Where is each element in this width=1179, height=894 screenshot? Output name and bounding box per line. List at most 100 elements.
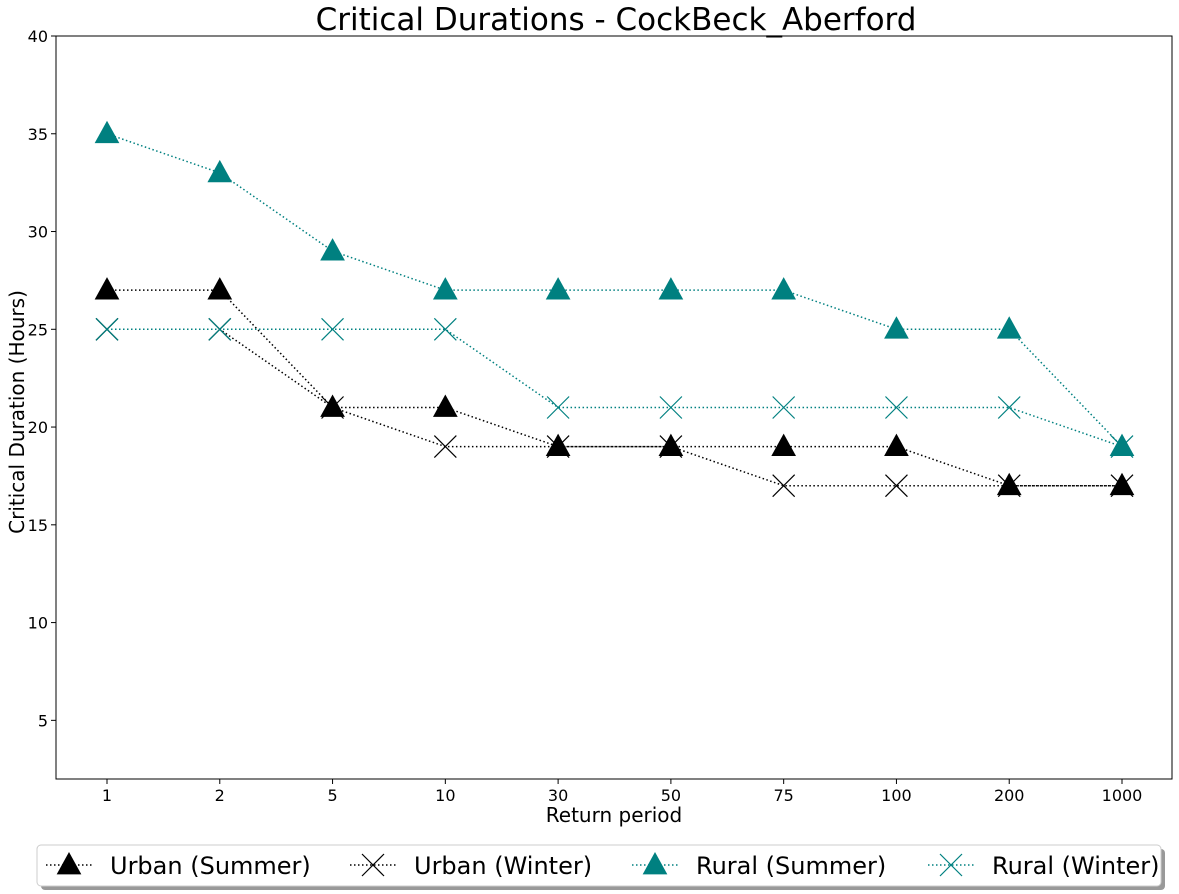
y-tick-label: 30 — [28, 223, 48, 242]
legend-label: Rural (Winter) — [992, 852, 1160, 880]
y-axis: 5 10 15 20 25 30 35 40 — [28, 27, 56, 730]
data-point — [771, 433, 797, 456]
chart-title: Critical Durations - CockBeck_Aberford — [316, 2, 917, 38]
legend-items: Urban (Summer) Urban (Winter) Rural (Summe… — [46, 852, 1160, 880]
data-point — [1109, 472, 1135, 496]
x-tick-label: 30 — [548, 786, 568, 805]
data-point — [1109, 433, 1135, 456]
data-point — [94, 277, 120, 300]
data-point — [320, 394, 345, 417]
x-tick-label: 1 — [102, 786, 112, 805]
data-point — [772, 396, 796, 419]
legend-label: Urban (Summer) — [110, 852, 311, 880]
y-tick-label: 40 — [28, 27, 48, 46]
data-point — [884, 316, 909, 339]
data-point — [321, 396, 344, 419]
data-point — [885, 396, 908, 419]
series-line — [107, 289, 1122, 487]
x-stroke — [321, 396, 344, 419]
x-tick-label: 100 — [881, 786, 912, 805]
x-tick-label: 50 — [661, 786, 681, 805]
data-point — [996, 316, 1022, 339]
data-point — [545, 277, 571, 300]
y-tick-label: 5 — [38, 711, 48, 730]
series-1 — [95, 317, 1134, 498]
data-point — [658, 433, 684, 456]
data-point — [658, 277, 684, 300]
x-stroke — [95, 317, 119, 341]
data-point — [432, 277, 458, 300]
data-point — [996, 472, 1022, 496]
data-point — [208, 317, 232, 341]
x-stroke — [939, 853, 963, 877]
x-tick-label: 10 — [435, 786, 455, 805]
data-point — [207, 159, 233, 183]
data-point — [1110, 435, 1134, 459]
plot-frame — [55, 35, 1173, 780]
x-stroke — [208, 317, 232, 341]
data-point — [1110, 474, 1134, 498]
data-point — [771, 277, 797, 300]
x-stroke — [997, 474, 1021, 498]
data-point — [321, 317, 344, 341]
x-stroke — [321, 317, 344, 341]
y-tick-label: 15 — [28, 516, 48, 535]
series-line — [107, 328, 1123, 448]
x-stroke — [361, 853, 385, 877]
data-point — [433, 435, 457, 459]
data-point — [546, 396, 570, 419]
data-point — [997, 474, 1021, 498]
x-tick-label: 75 — [773, 786, 793, 805]
legend-label: Urban (Winter) — [414, 852, 592, 880]
x-axis-label: Return period — [546, 803, 682, 827]
y-tick-label: 35 — [28, 125, 48, 144]
legend: Urban (Summer) Urban (Winter) Rural (Summe… — [36, 844, 1165, 890]
data-point — [885, 474, 908, 498]
x-axis: 1 2 5 10 30 50 75 100 200 1000 — [102, 779, 1142, 805]
y-tick-label: 10 — [28, 614, 48, 633]
legend-marker — [361, 853, 385, 877]
data-point — [320, 238, 345, 261]
x-stroke — [997, 396, 1021, 419]
data-point — [997, 396, 1021, 419]
data-point — [207, 277, 233, 300]
legend-label: Rural (Summer) — [696, 852, 886, 880]
x-stroke — [1110, 435, 1134, 459]
x-stroke — [885, 396, 908, 419]
x-tick-label: 5 — [327, 786, 337, 805]
y-tick-label: 25 — [28, 320, 48, 339]
series-3 — [95, 317, 1134, 459]
x-stroke — [772, 474, 796, 498]
series-0 — [94, 277, 1135, 496]
data-point — [94, 120, 120, 144]
x-tick-label: 2 — [215, 786, 225, 805]
x-tick-label: 200 — [994, 786, 1025, 805]
x-stroke — [1110, 474, 1134, 498]
series-layer — [94, 120, 1135, 498]
series-line — [107, 328, 1122, 487]
series-line — [106, 133, 1123, 448]
y-tick-label: 20 — [28, 418, 48, 437]
x-stroke — [546, 435, 570, 459]
data-point — [545, 433, 571, 456]
x-stroke — [659, 396, 683, 419]
x-stroke — [546, 396, 570, 419]
legend-marker — [939, 853, 963, 877]
x-tick-label: 1000 — [1102, 786, 1143, 805]
y-axis-label: Critical Duration (Hours) — [5, 290, 29, 534]
legend-marker — [642, 852, 668, 875]
x-stroke — [433, 317, 457, 341]
data-point — [433, 317, 457, 341]
data-point — [884, 433, 909, 456]
legend-box — [36, 844, 1162, 887]
x-stroke — [772, 396, 796, 419]
data-point — [546, 435, 570, 459]
data-point — [432, 394, 458, 417]
legend-marker — [56, 852, 82, 875]
series-2 — [94, 120, 1135, 456]
data-point — [659, 396, 683, 419]
x-stroke — [659, 435, 683, 459]
x-stroke — [433, 435, 457, 459]
data-point — [659, 435, 683, 459]
